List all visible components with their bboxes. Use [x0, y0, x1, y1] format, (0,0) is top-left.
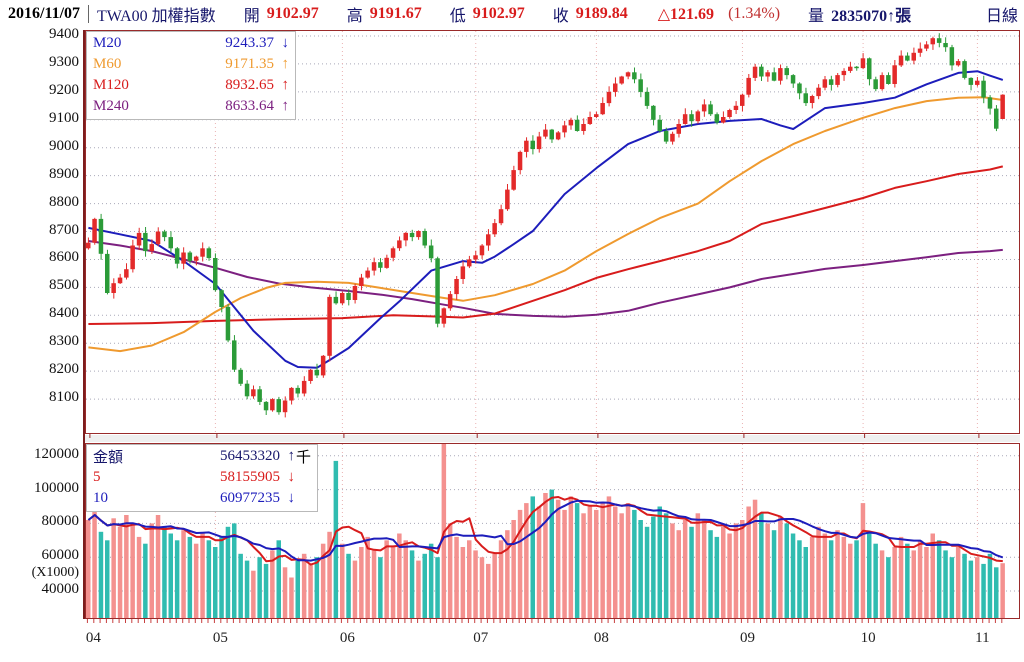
legend-value: 56453320 — [220, 448, 280, 464]
axis-tick-marks — [86, 619, 1003, 623]
price-axis-tick: 8200 — [49, 361, 79, 378]
x-axis-month-label: 04 — [85, 630, 101, 646]
chart-left-spine — [83, 30, 85, 619]
x-axis-month-label: 09 — [739, 630, 755, 646]
header-date: 2016/11/07 — [8, 5, 81, 22]
legend-unit: 千 — [295, 450, 311, 466]
legend-label: M60 — [93, 56, 122, 72]
legend-trend-arrow: ↑ — [281, 98, 290, 114]
legend-label: 金額 — [93, 450, 124, 466]
pane-gap — [85, 435, 1020, 442]
low-value: 9102.97 — [472, 5, 525, 22]
legend-trend-arrow: ↓ — [287, 490, 296, 506]
period-selector[interactable]: 日線 — [985, 8, 1018, 25]
axis-tick-marks — [89, 433, 980, 438]
x-axis-month-label: 08 — [593, 630, 609, 646]
ma-legend-box: M20 9243.37 ↓ M60 9171.35 ↑ M120 8932.65 ↑ M240 86… — [86, 31, 296, 120]
legend-row-M240: M240 8633.64 ↑ — [93, 96, 289, 117]
volume-axis-tick: 40000 — [41, 580, 80, 597]
volume-axis-tick: 100000 — [34, 479, 79, 496]
legend-trend-arrow: ↑ — [281, 77, 290, 93]
volume-axis-tick: 120000 — [34, 445, 79, 462]
open-value: 9102.97 — [266, 5, 319, 22]
legend-trend-arrow: ↑ — [287, 448, 296, 464]
legend-value: 58155905 — [220, 469, 280, 485]
quote-header: 2016/11/07 TWA00 加權指數 開 9102.97 高 9191.6… — [0, 0, 1024, 28]
legend-label: M240 — [93, 98, 129, 114]
price-axis-tick: 8500 — [49, 277, 79, 294]
header-divider — [88, 5, 90, 23]
legend-label: 5 — [93, 469, 101, 485]
price-axis-tick: 8400 — [49, 305, 79, 322]
legend-label: 10 — [93, 490, 108, 506]
price-axis-tick: 8600 — [49, 249, 79, 266]
x-axis-month-label: 05 — [212, 630, 228, 646]
legend-row-M20: M20 9243.37 ↓ — [93, 33, 289, 54]
price-axis-tick: 8700 — [49, 221, 79, 238]
high-label: 高 — [346, 8, 363, 25]
price-axis-tick: 9000 — [49, 137, 79, 154]
volume-axis-tick: 60000 — [41, 547, 80, 564]
volume-label: 量 — [808, 8, 825, 25]
price-axis-tick: 9300 — [49, 53, 79, 70]
volume-legend-box: 金額 56453320 ↑ 千 5 58155905 ↓ 10 60977235 ↓ — [86, 444, 318, 512]
open-label: 開 — [243, 8, 260, 25]
volume-axis-tick: 80000 — [41, 513, 80, 530]
change-value: △121.69 — [657, 6, 715, 23]
x-axis-month-label: 10 — [860, 630, 876, 646]
x-axis-month-label: 07 — [473, 630, 489, 646]
legend-row-10: 10 60977235 ↓ — [93, 488, 311, 509]
x-axis-month-label: 06 — [339, 630, 355, 646]
legend-trend-arrow: ↑ — [281, 56, 290, 72]
price-axis-tick: 8800 — [49, 193, 79, 210]
volume-value: 2835070↑張 — [831, 8, 912, 25]
price-axis-tick: 9100 — [49, 109, 79, 126]
legend-row-5: 5 58155905 ↓ — [93, 467, 311, 488]
legend-trend-arrow: ↓ — [281, 35, 290, 51]
symbol-name: TWA00 加權指數 — [97, 8, 216, 25]
legend-row-M120: M120 8932.65 ↑ — [93, 75, 289, 96]
price-axis-tick: 8300 — [49, 333, 79, 350]
close-label: 收 — [552, 8, 569, 25]
change-percent: (1.34%) — [728, 5, 781, 22]
volume-axis-unit: (X1000) — [31, 565, 79, 580]
high-value: 9191.67 — [369, 5, 422, 22]
price-axis-tick: 9400 — [49, 26, 79, 42]
legend-value: 8633.64 — [225, 98, 274, 114]
legend-label: M20 — [93, 35, 122, 51]
price-axis-tick: 8100 — [49, 389, 79, 406]
legend-value: 9171.35 — [225, 56, 274, 72]
legend-value: 8932.65 — [225, 77, 274, 93]
x-axis-month-label: 11 — [975, 630, 990, 646]
legend-row-M60: M60 9171.35 ↑ — [93, 54, 289, 75]
price-axis-tick: 9200 — [49, 81, 79, 98]
legend-value: 60977235 — [220, 490, 280, 506]
price-axis-tick: 8900 — [49, 165, 79, 182]
volume-bar-chart[interactable] — [86, 444, 1019, 618]
price-candlestick-chart[interactable] — [86, 31, 1019, 433]
legend-trend-arrow: ↓ — [287, 469, 296, 485]
legend-value: 9243.37 — [225, 35, 274, 51]
legend-row-金額: 金額 56453320 ↑ 千 — [93, 446, 311, 467]
legend-label: M120 — [93, 77, 129, 93]
low-label: 低 — [449, 8, 466, 25]
close-value: 9189.84 — [575, 5, 628, 22]
